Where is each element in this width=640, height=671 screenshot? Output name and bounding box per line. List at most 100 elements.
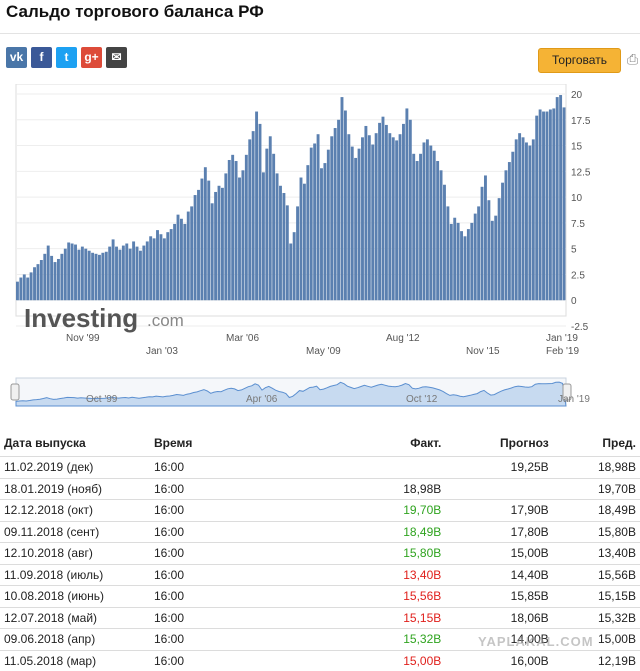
chart-bar — [94, 253, 98, 301]
navigator-left-handle[interactable] — [10, 383, 20, 401]
chart-bar — [453, 217, 457, 301]
share-bar: vk f t g+ ✉ — [6, 47, 127, 68]
table-row: 12.12.2018 (окт) 16:00 19,70B 17,90B 18,49B — [0, 499, 640, 521]
cell-date: 12.12.2018 (окт) — [0, 499, 150, 521]
chart-svg: 20 17.5 15 12.5 10 7.5 5 2.5 0 -2.5 Nov '99 Mar '0… — [10, 83, 591, 407]
chart-bar — [60, 253, 64, 301]
chart-bar — [46, 245, 50, 301]
chart-bar — [343, 110, 347, 301]
chart-bar — [231, 154, 235, 301]
chart-bar — [268, 136, 272, 301]
x-tick-label: Mar '06 — [226, 333, 259, 344]
cell-forecast: 17,80B — [445, 520, 553, 543]
col-date[interactable]: Дата выпуска — [4, 436, 86, 450]
chart-bar — [425, 139, 429, 301]
chart-bar — [518, 133, 522, 301]
y-tick-label: 2.5 — [571, 270, 585, 281]
x-tick-label: Jan '03 — [146, 346, 178, 357]
cell-actual: 15,56B — [358, 585, 446, 607]
chart-bar — [504, 170, 508, 301]
chart-bar — [446, 206, 450, 301]
chart-bar — [555, 97, 559, 301]
chart-bar — [190, 206, 194, 301]
navigator-label: Oct '12 — [406, 394, 438, 405]
x-tick-label: Aug '12 — [386, 333, 420, 344]
cell-previous: 18,98B — [552, 456, 640, 478]
col-time[interactable]: Время — [154, 436, 193, 450]
chart-bar — [50, 255, 54, 301]
table-row: 10.08.2018 (июнь) 16:00 15,56B 15,85B 15,15B — [0, 585, 640, 607]
chart-bar — [432, 150, 436, 301]
chart-bar — [135, 246, 139, 301]
chart-bar — [487, 200, 491, 301]
chart-bar — [354, 157, 358, 301]
chart-bar — [258, 123, 262, 301]
table-row: 11.09.2018 (июль) 16:00 13,40B 14,40B 15,56B — [0, 563, 640, 586]
chart-bar — [176, 214, 180, 301]
chart-bar — [159, 234, 163, 301]
x-tick-label: Nov '15 — [466, 346, 500, 357]
chart-bar — [484, 175, 487, 301]
cell-forecast: 14,00B — [445, 628, 553, 650]
chart-bar — [186, 211, 190, 301]
y-tick-label: 7.5 — [571, 219, 585, 230]
chart-bar — [179, 218, 183, 301]
chart-bar — [125, 243, 129, 301]
email-icon[interactable]: ✉ — [106, 47, 127, 68]
col-forecast[interactable]: Прогноз — [500, 436, 549, 450]
facebook-icon[interactable]: f — [31, 47, 52, 68]
chart-bar — [220, 187, 224, 301]
chart-bar — [415, 161, 419, 301]
cell-actual — [358, 456, 446, 478]
x-tick-label: Jan '19 — [546, 333, 578, 344]
chart-bar — [395, 140, 399, 301]
cell-previous: 15,00B — [552, 628, 640, 650]
chart-bar — [477, 206, 481, 301]
divider — [0, 33, 640, 34]
chart-bar — [521, 137, 525, 301]
chart-bar — [542, 111, 545, 301]
table-row: 18.01.2019 (нояб) 16:00 18,98B 19,70B — [0, 477, 640, 500]
google-plus-icon[interactable]: g+ — [81, 47, 102, 68]
chart-bar — [33, 267, 36, 301]
chart-bar — [115, 246, 118, 301]
print-icon[interactable]: ⎙ — [627, 51, 639, 67]
cell-time: 16:00 — [150, 542, 358, 564]
cell-previous: 13,40B — [552, 542, 640, 564]
chart-bar — [97, 254, 101, 301]
x-tick-label: Feb '19 — [546, 346, 579, 357]
chart-bar — [74, 244, 77, 301]
chart-bar — [251, 131, 255, 301]
chart-bar — [316, 134, 320, 301]
twitter-icon[interactable]: t — [56, 47, 77, 68]
vk-icon[interactable]: vk — [6, 47, 27, 68]
y-tick-label: 0 — [571, 296, 577, 307]
chart-bar — [514, 139, 518, 301]
chart-bar — [490, 220, 494, 301]
chart-bar — [53, 262, 57, 301]
chart-bar — [132, 241, 136, 301]
chart-bar — [285, 205, 289, 301]
chart-bar — [402, 123, 405, 301]
cell-actual: 18,49B — [358, 520, 446, 543]
watermark: YAPLAKAL.COM — [478, 634, 594, 649]
trade-button[interactable]: Торговать — [538, 48, 621, 73]
chart-bar — [545, 111, 549, 301]
cell-previous: 19,70B — [552, 477, 640, 500]
cell-time: 16:00 — [150, 520, 358, 543]
table-row: 09.06.2018 (апр) 16:00 15,32B 14,00B 15,00B — [0, 628, 640, 650]
chart-bar — [244, 154, 248, 301]
chart-bar — [39, 260, 43, 301]
chart-bar — [443, 184, 446, 301]
chart-bar — [70, 243, 74, 301]
table-row: 09.11.2018 (сент) 16:00 18,49B 17,80B 15,80B — [0, 520, 640, 543]
col-actual[interactable]: Факт. — [410, 436, 442, 450]
chart-bar — [320, 168, 323, 301]
y-tick-label: 12.5 — [571, 167, 591, 178]
chart-bar — [422, 142, 426, 301]
col-previous[interactable]: Пред. — [602, 436, 636, 450]
navigator-right-handle[interactable] — [562, 383, 572, 401]
navigator-label: Jan '19 — [558, 394, 590, 405]
chart-bar — [275, 173, 279, 301]
cell-actual: 15,32B — [358, 628, 446, 650]
